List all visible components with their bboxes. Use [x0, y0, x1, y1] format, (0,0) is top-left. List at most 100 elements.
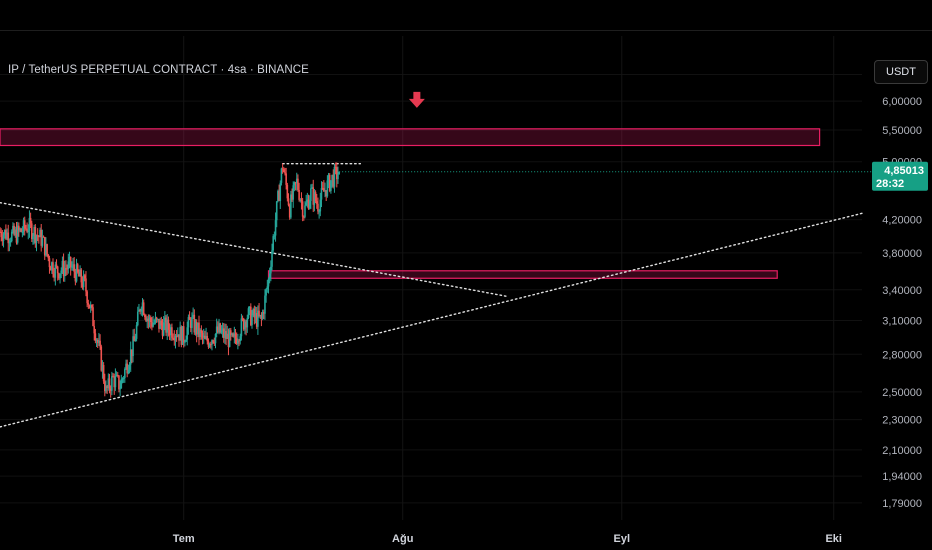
candle-body — [228, 330, 231, 347]
candle-body — [145, 317, 147, 322]
candle-body — [330, 180, 332, 191]
time-tick-label: Eki — [825, 533, 842, 545]
candle-body — [95, 340, 98, 342]
candle-body — [23, 220, 26, 229]
candle-body — [299, 199, 302, 201]
candle-body — [74, 271, 77, 282]
candle-body — [247, 308, 250, 319]
candle-body — [122, 377, 125, 379]
price-axis[interactable]: 6,500006,000005,500005,000004,200003,800… — [882, 70, 922, 510]
candle-body — [218, 323, 220, 333]
candle-body — [76, 264, 79, 272]
candle-body — [271, 250, 273, 267]
candle-body — [20, 228, 22, 232]
candle-body — [39, 229, 41, 238]
candle-body — [108, 378, 111, 389]
candle-body — [240, 318, 243, 337]
symbol-title[interactable]: IP / TetherUS PERPETUAL CONTRACT · 4sa ·… — [8, 64, 309, 76]
candle-body — [114, 375, 117, 388]
candle-body — [72, 264, 74, 267]
candle-body — [301, 201, 304, 217]
time-axis[interactable]: Tem Ağu Eyl Eki — [173, 533, 842, 545]
candle-body — [26, 228, 28, 233]
candle-body — [125, 363, 127, 370]
candle-body — [104, 381, 106, 392]
candle-body — [234, 333, 237, 339]
last-price-tag-bg — [872, 161, 928, 191]
candle-body — [155, 317, 158, 320]
candle-body — [166, 319, 169, 333]
candle-body — [158, 318, 160, 329]
candle-body — [208, 343, 211, 347]
candle-body — [238, 340, 240, 342]
candle-body — [169, 327, 172, 336]
candle-body — [232, 333, 234, 337]
candle-body — [162, 322, 165, 336]
candle-body — [291, 194, 293, 200]
candle-body — [21, 231, 24, 233]
candle-body — [19, 228, 21, 231]
candle-body — [298, 189, 300, 200]
candle-body — [197, 322, 199, 335]
candle-body — [284, 172, 286, 174]
candle-body — [177, 334, 179, 337]
candle-body — [334, 166, 337, 168]
candle-body — [241, 318, 244, 320]
candle-body — [260, 314, 263, 319]
candle-body — [304, 205, 306, 217]
candle-body — [285, 173, 287, 185]
candle-body — [55, 264, 58, 267]
candle-body — [173, 338, 176, 341]
candle-body — [335, 167, 338, 180]
candle-body — [179, 326, 181, 341]
candle-body — [306, 199, 309, 203]
candle-body — [14, 229, 17, 235]
candle-body — [192, 314, 194, 318]
candle-body — [109, 388, 112, 391]
candle-body — [160, 320, 163, 326]
zone-rect-2 — [267, 270, 778, 279]
candle-body — [280, 168, 283, 183]
candle-body — [206, 335, 209, 342]
candle-body — [212, 340, 214, 343]
candle-body — [75, 264, 78, 282]
candle-body — [254, 313, 257, 318]
candle-body — [61, 260, 64, 271]
candle-body — [181, 326, 184, 345]
candle-body — [194, 321, 197, 333]
candle-body — [93, 326, 96, 334]
candle-body — [68, 256, 71, 262]
candle-body — [278, 191, 280, 201]
candle-body — [213, 342, 216, 344]
candle-body — [98, 340, 100, 343]
candle-body — [191, 317, 193, 328]
candle-body — [259, 314, 262, 317]
candle-body — [154, 317, 157, 323]
candle-body — [175, 335, 178, 337]
candle-body — [287, 198, 290, 206]
candle-body — [3, 229, 6, 235]
candle-body — [152, 323, 154, 327]
candle-body — [46, 244, 48, 255]
candle-body — [133, 336, 136, 342]
candle-body — [312, 187, 315, 205]
candle-body — [62, 260, 65, 277]
candle-body — [215, 326, 218, 334]
candle-body — [40, 229, 43, 246]
candle-body — [118, 375, 120, 390]
candle-body — [283, 169, 285, 173]
price-tick-label: 3,10000 — [882, 315, 922, 327]
candle-body — [311, 187, 313, 189]
candle-body — [295, 178, 298, 183]
zones-layer — [0, 128, 821, 279]
candle-body — [277, 191, 279, 202]
currency-button[interactable]: USDT — [874, 60, 928, 84]
candle-body — [149, 317, 152, 323]
candle-body — [199, 329, 201, 337]
candle-body — [53, 274, 55, 278]
candle-body — [252, 309, 254, 316]
price-tick-label: 2,10000 — [882, 445, 922, 457]
candle-body — [164, 317, 166, 323]
price-tick-label: 2,80000 — [882, 349, 922, 361]
